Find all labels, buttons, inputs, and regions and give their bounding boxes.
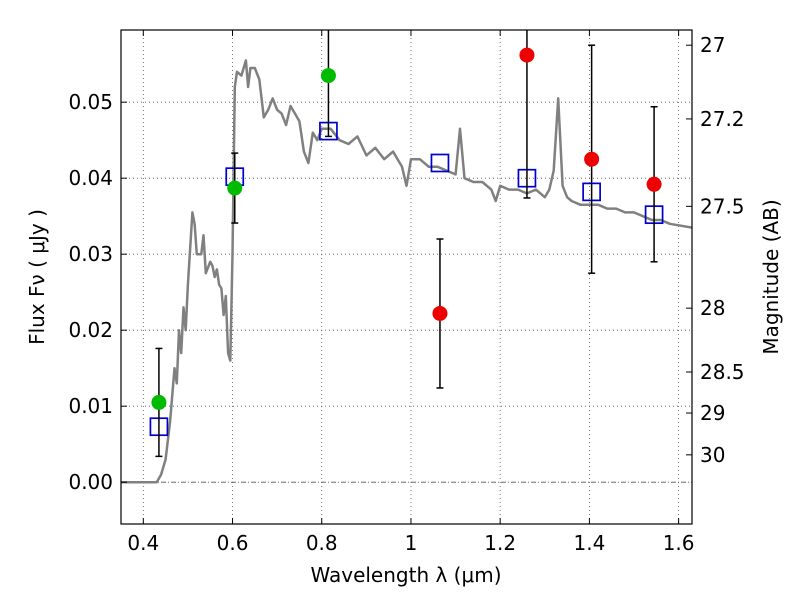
mag-tick-label: 27.2 xyxy=(700,107,745,131)
x-axis-label: Wavelength λ (μm) xyxy=(310,563,501,587)
x-tick-label: 0.8 xyxy=(306,531,338,555)
x-tick-label: 1.4 xyxy=(573,531,605,555)
x-tick-label: 0.4 xyxy=(127,531,159,555)
y-tick-label: 0.00 xyxy=(68,470,113,494)
green-detection-point xyxy=(151,394,167,410)
mag-tick-label: 30 xyxy=(700,443,725,467)
model-flux-square xyxy=(430,153,450,173)
y-tick-label: 0.04 xyxy=(68,166,113,190)
red-detection-point xyxy=(584,151,600,167)
mag-tick-label: 27 xyxy=(700,33,725,57)
grid-layer xyxy=(121,30,692,524)
y-axis-label-right: Magnitude (AB) xyxy=(759,199,783,354)
x-tick-label: 1.6 xyxy=(663,531,695,555)
axis-layer: 0.4 0.6 0.8 1 1.2 1.4 1.6 0.00 0.01 0.02 0.03 0.04 0… xyxy=(68,30,745,555)
y-tick-label: 0.03 xyxy=(68,242,113,266)
green-detection-point xyxy=(320,68,336,84)
mag-tick-label: 27.5 xyxy=(700,194,745,218)
x-tick-label: 1 xyxy=(405,531,418,555)
plot-layer xyxy=(121,30,693,484)
mag-tick-label: 28.5 xyxy=(700,360,745,384)
plot-frame xyxy=(120,29,693,525)
y-tick-label: 0.05 xyxy=(68,90,113,114)
mag-tick-label: 29 xyxy=(700,401,725,425)
x-tick-label: 1.2 xyxy=(484,531,516,555)
y-tick-label: 0.02 xyxy=(68,318,113,342)
red-detection-point xyxy=(432,305,448,321)
x-tick-label: 0.6 xyxy=(217,531,249,555)
mag-tick-label: 28 xyxy=(700,296,725,320)
y-tick-label: 0.01 xyxy=(68,394,113,418)
y-axis-label: Flux Fν ( μJy ) xyxy=(25,209,49,345)
red-detection-point xyxy=(519,47,535,63)
model-spectrum-line xyxy=(121,59,693,484)
red-detection-point xyxy=(646,176,662,192)
green-detection-point xyxy=(227,180,243,196)
